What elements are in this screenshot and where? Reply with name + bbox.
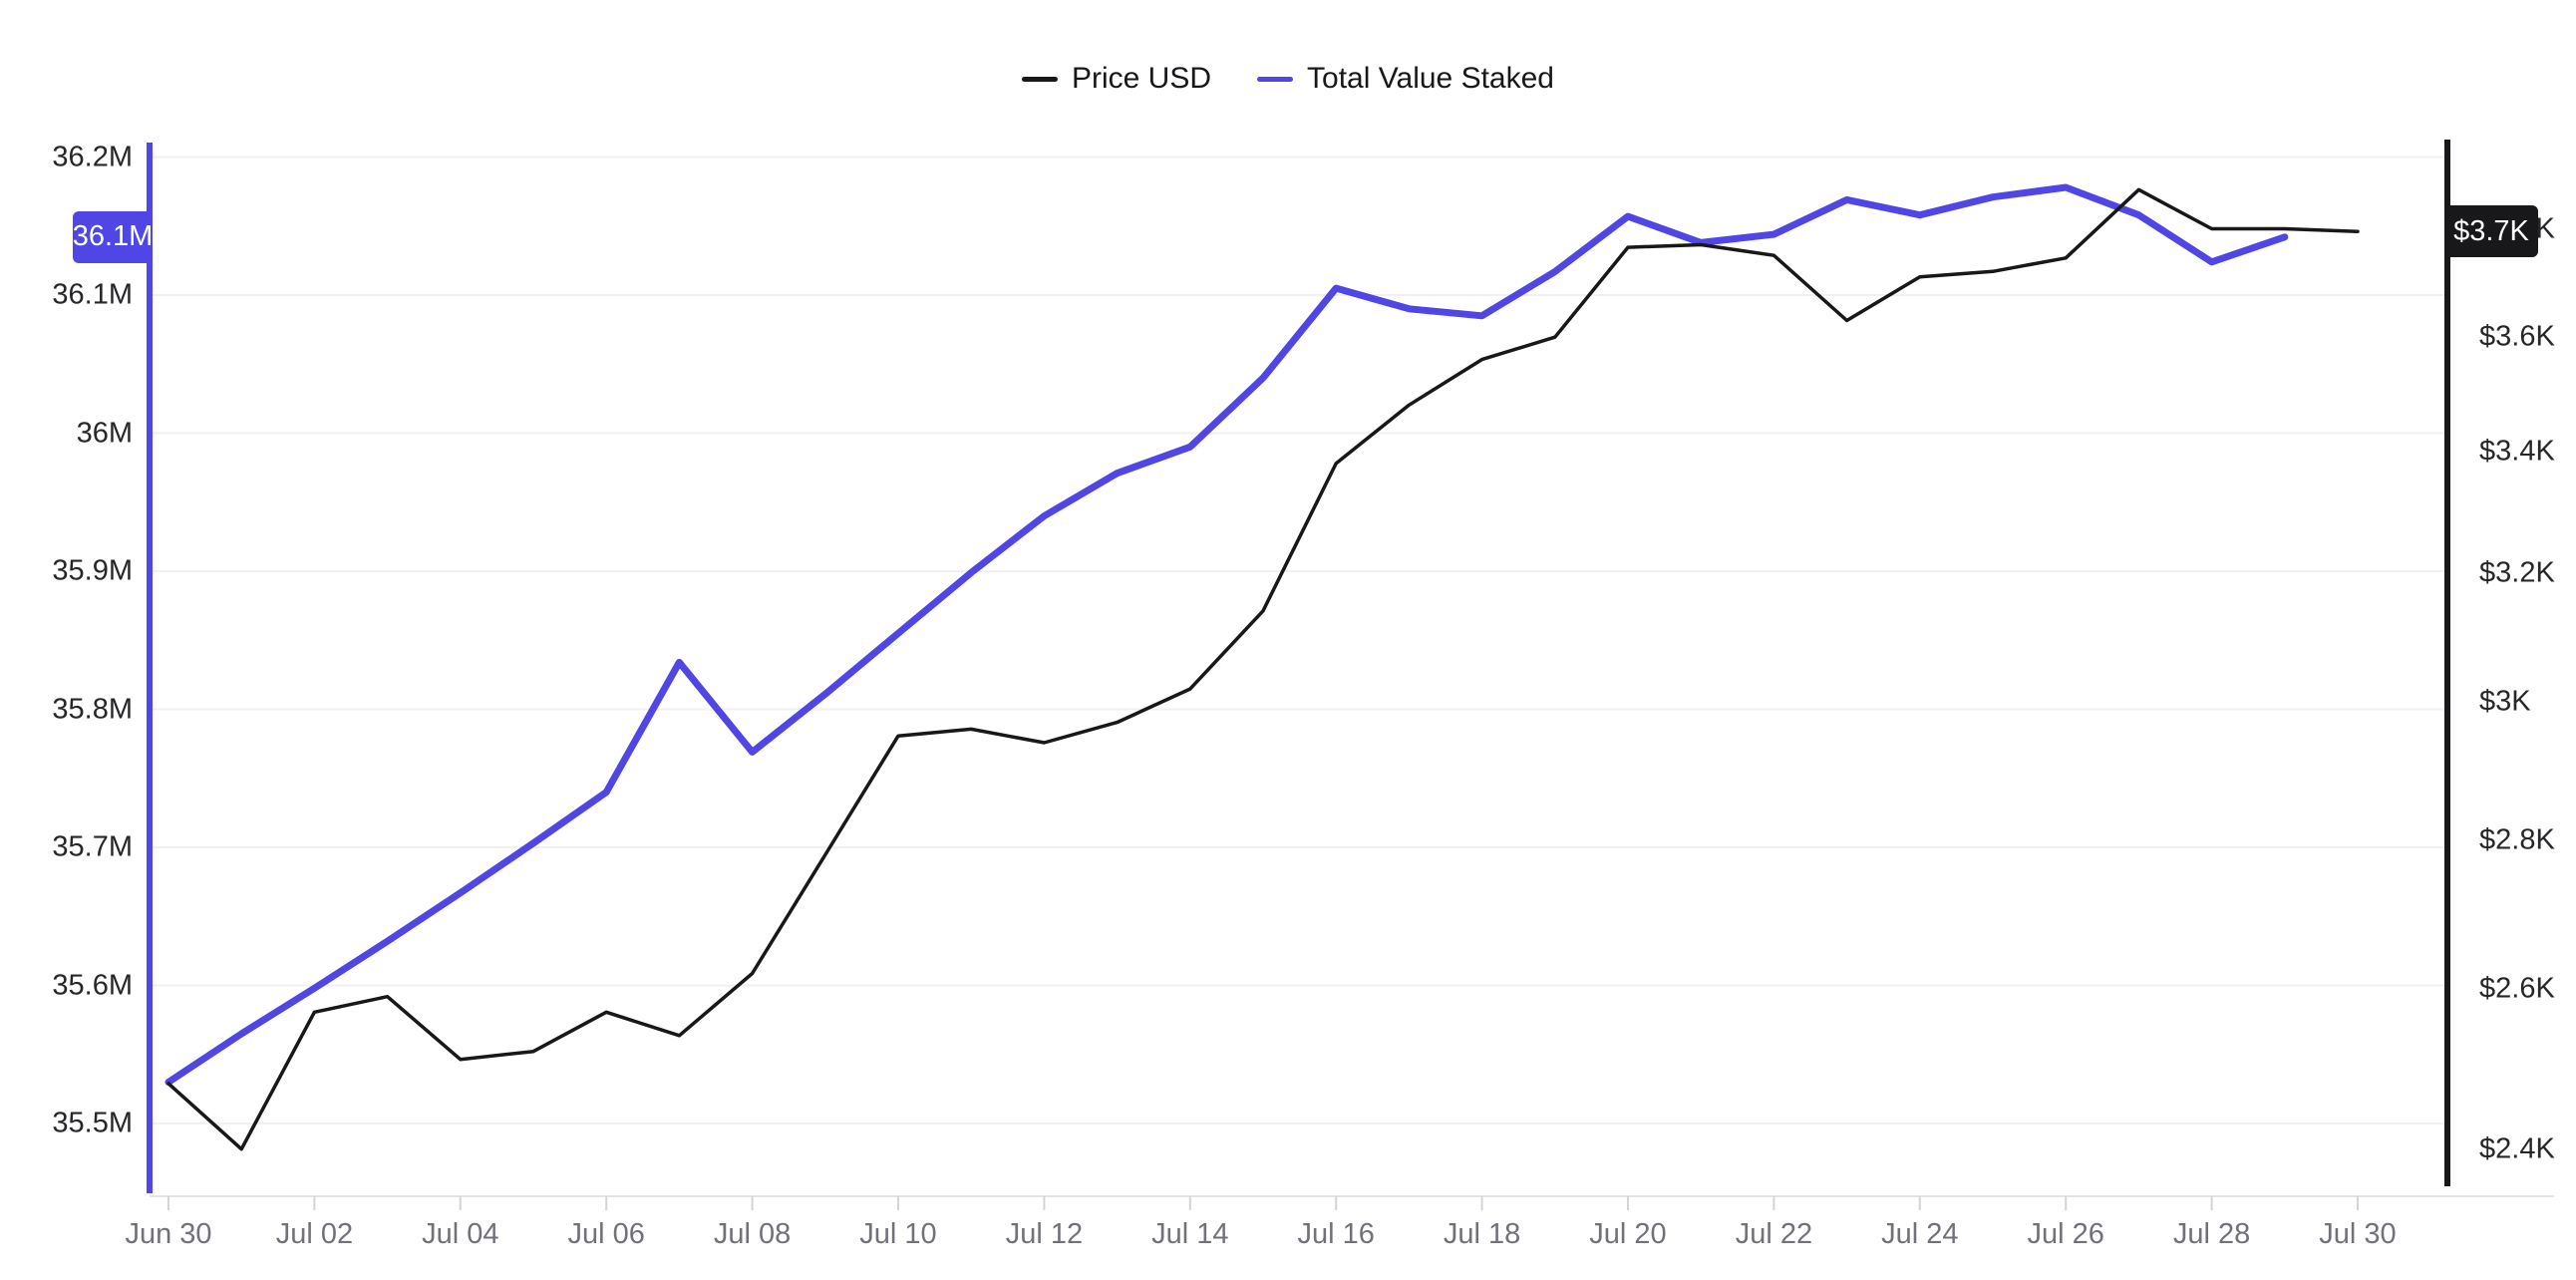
- x-axis-tick-label: Jul 02: [275, 1218, 354, 1250]
- price-line-swatch-icon: [1022, 76, 1058, 82]
- x-axis-tick-label: Jul 22: [1735, 1218, 1813, 1250]
- right-axis-tick-label: $2.6K: [2479, 972, 2555, 1005]
- x-axis-tick-label: Jul 20: [1589, 1218, 1667, 1250]
- legend-item-price[interactable]: Price USD: [1022, 62, 1211, 96]
- x-axis-tick-label: Jul 24: [1881, 1218, 1959, 1250]
- left-axis-tick-label: 36.1M: [52, 278, 133, 311]
- right-axis-tick-label: $3.4K: [2479, 435, 2555, 468]
- x-axis-tick-label: Jul 16: [1297, 1218, 1375, 1250]
- staked-line-swatch-icon: [1257, 76, 1294, 82]
- left-axis-tick-label: 35.6M: [52, 969, 133, 1001]
- x-axis-tick-label: Jul 14: [1151, 1218, 1229, 1250]
- x-axis-tick-label: Jul 08: [713, 1218, 792, 1250]
- left-axis-tick-label: 35.5M: [52, 1107, 133, 1139]
- x-axis-tick-label: Jul 06: [567, 1218, 645, 1250]
- x-axis-tick-label: Jul 30: [2319, 1218, 2397, 1250]
- x-axis-tick-label: Jul 28: [2172, 1218, 2251, 1250]
- left-axis-tick-label: 35.9M: [52, 554, 133, 587]
- x-axis-tick-label: Jul 18: [1443, 1218, 1521, 1250]
- left-axis-tick-label: 35.8M: [52, 693, 133, 725]
- x-axis-tick-label: Jul 26: [2027, 1218, 2104, 1250]
- right-axis-tick-label: $3K: [2479, 685, 2531, 718]
- right-axis-tick-label: $2.4K: [2479, 1132, 2555, 1165]
- legend-item-staked[interactable]: Total Value Staked: [1257, 62, 1554, 96]
- price-current-value-badge: $3.7K: [2444, 205, 2538, 258]
- right-axis-tick-label: $3.6K: [2479, 320, 2555, 353]
- staked-line: [164, 183, 2289, 1086]
- chart-legend: Price USD Total Value Staked: [0, 62, 2576, 96]
- price-line: [166, 187, 2360, 1151]
- right-axis-tick-label: $3.2K: [2479, 556, 2555, 589]
- x-axis-tick-label: Jun 30: [125, 1218, 212, 1250]
- left-axis-tick-label: 36M: [76, 417, 133, 449]
- x-axis-tick-label: Jul 12: [1005, 1218, 1084, 1250]
- left-axis-tick-label: 36.2M: [52, 141, 133, 172]
- right-axis-tick-label: $2.8K: [2479, 823, 2555, 856]
- x-axis-tick-label: Jul 10: [859, 1218, 937, 1250]
- staked-current-value-badge: 36.1M: [73, 210, 153, 263]
- legend-label-staked: Total Value Staked: [1307, 62, 1554, 95]
- legend-label-price: Price USD: [1072, 62, 1212, 95]
- x-axis-tick-label: Jul 04: [422, 1218, 499, 1250]
- left-axis-tick-label: 35.7M: [52, 830, 133, 863]
